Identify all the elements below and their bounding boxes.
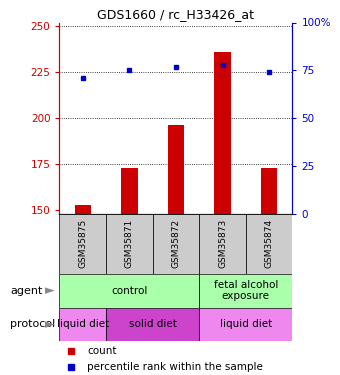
Bar — [106, 308, 199, 341]
Bar — [121, 168, 137, 214]
Text: solid diet: solid diet — [129, 320, 176, 329]
Bar — [153, 214, 199, 274]
Text: fetal alcohol
exposure: fetal alcohol exposure — [214, 280, 278, 302]
Text: GSM35873: GSM35873 — [218, 219, 227, 268]
Text: GSM35871: GSM35871 — [125, 219, 134, 268]
Bar — [199, 214, 246, 274]
Text: GSM35874: GSM35874 — [265, 219, 274, 268]
Text: liquid diet: liquid diet — [220, 320, 272, 329]
Bar — [106, 214, 153, 274]
Text: ►: ► — [45, 284, 54, 297]
Text: control: control — [111, 286, 148, 296]
Title: GDS1660 / rc_H33426_at: GDS1660 / rc_H33426_at — [98, 8, 254, 21]
Bar — [59, 214, 106, 274]
Bar — [199, 274, 292, 308]
Bar — [246, 214, 292, 274]
Bar — [215, 52, 231, 214]
Text: count: count — [87, 346, 117, 356]
Text: liquid diet: liquid diet — [57, 320, 109, 329]
Bar — [59, 308, 106, 341]
Bar — [261, 168, 277, 214]
Bar — [199, 308, 292, 341]
Bar — [168, 126, 184, 214]
Bar — [59, 274, 199, 308]
Text: GSM35875: GSM35875 — [78, 219, 87, 268]
Text: ►: ► — [45, 318, 54, 331]
Text: GSM35872: GSM35872 — [171, 219, 181, 268]
Bar — [75, 204, 91, 214]
Text: protocol: protocol — [10, 320, 55, 329]
Text: agent: agent — [10, 286, 42, 296]
Text: percentile rank within the sample: percentile rank within the sample — [87, 362, 263, 372]
